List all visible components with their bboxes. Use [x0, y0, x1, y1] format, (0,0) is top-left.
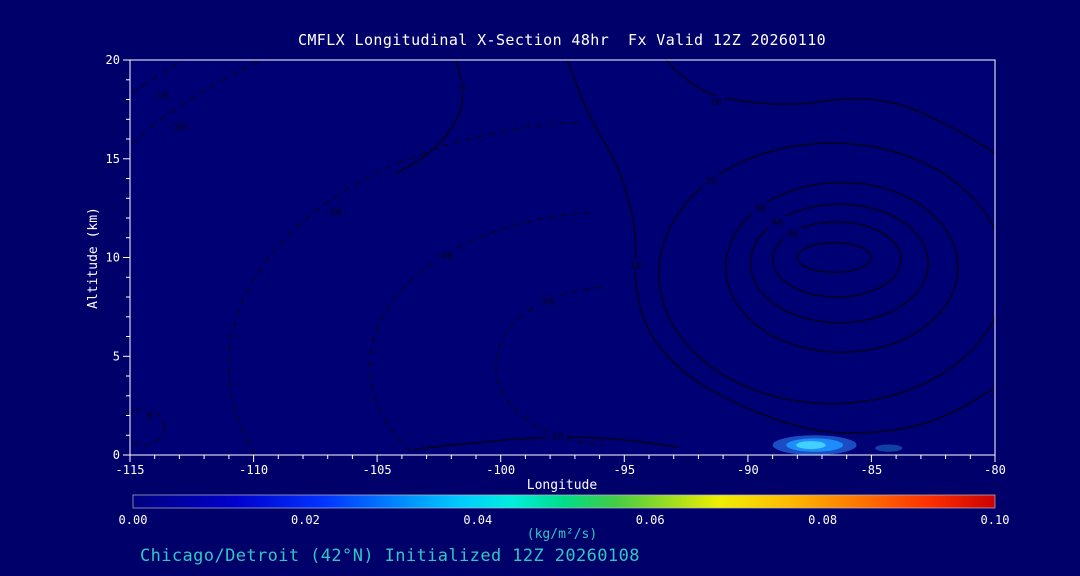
- x-tick-label--90: -90: [737, 463, 759, 477]
- flux-maximum-shading-2: [796, 441, 826, 450]
- colorbar-tick-label-0.04: 0.04: [463, 513, 492, 527]
- contour-label-30-11: 30: [754, 204, 766, 215]
- contour-label-0-6: 0: [459, 83, 465, 94]
- contour-line-30-11: [724, 181, 959, 354]
- contour-label-gap-8: [706, 95, 726, 108]
- contour-label--20-1: -20: [168, 123, 186, 134]
- contour-label-gap-5: [143, 409, 156, 422]
- shaded-flux-maxima-layer: [772, 435, 903, 455]
- contour-label--50-4: -50: [536, 297, 554, 308]
- flux-maximum-shading-3: [875, 444, 903, 452]
- contour-label-40-12: 40: [771, 217, 783, 228]
- contour-lines-layer: [130, 60, 995, 455]
- contour-line-40-12: [749, 203, 930, 324]
- contour-label-10-7: 10: [629, 261, 641, 272]
- contour-label-gap-0: [147, 89, 173, 102]
- initialization-footer: Chicago/Detroit (42°N) Initialized 12Z 2…: [140, 546, 640, 566]
- contour-label-gap-7: [626, 259, 645, 272]
- x-tick-label--85: -85: [861, 463, 883, 477]
- contour-label-gap-2: [320, 206, 346, 219]
- x-tick-label--100: -100: [486, 463, 515, 477]
- contour-label-gap-6: [456, 81, 469, 94]
- colorbar-tick-label-0.00: 0.00: [119, 513, 148, 527]
- y-tick-label-10: 10: [106, 251, 120, 265]
- contour-line-10-7: [566, 60, 995, 434]
- contour-line-10-8: [665, 60, 995, 154]
- contour-label-0-5: 0: [147, 411, 153, 422]
- y-axis-label: Altitude (km): [86, 207, 101, 309]
- contour-label-10-9: 10: [552, 432, 564, 443]
- x-tick-label--110: -110: [239, 463, 268, 477]
- contour-label--30-2: -30: [324, 208, 342, 219]
- colorbar-tick-label-0.08: 0.08: [808, 513, 837, 527]
- contour-label-10-8: 10: [710, 97, 722, 108]
- contour-label-gap-9: [548, 430, 567, 443]
- colorbar-tick-label-0.10: 0.10: [981, 513, 1010, 527]
- contour-label-gap-4: [532, 295, 558, 307]
- x-tick-label--105: -105: [363, 463, 392, 477]
- contour-label-20-10: 20: [705, 176, 717, 187]
- contour-label-gap-3: [431, 249, 457, 262]
- x-axis-label: Longitude: [527, 478, 598, 493]
- contour-label-gap-13: [782, 227, 802, 240]
- colorbar-bar: [132, 494, 996, 509]
- colorbar-units-label: (kg/m²/s): [527, 527, 597, 542]
- y-tick-label-5: 5: [113, 349, 120, 363]
- contour-line--50-4: [495, 286, 604, 446]
- chart-title: CMFLX Longitudinal X-Section 48hr Fx Val…: [298, 31, 826, 49]
- contour-line-60-14: [796, 241, 873, 274]
- contour-line-50-13: [771, 221, 902, 298]
- contour-label-gap-11: [750, 202, 770, 215]
- contour-label-gap-12: [768, 215, 787, 228]
- plot-background: [130, 60, 995, 455]
- y-tick-label-0: 0: [113, 448, 120, 462]
- contour-label-gap-1: [164, 121, 190, 134]
- colorbar-tick-label-0.02: 0.02: [291, 513, 320, 527]
- contour-line--30-2: [228, 121, 579, 455]
- y-tick-label-20: 20: [106, 53, 120, 67]
- contour-label-gap-10: [701, 174, 721, 187]
- y-tick-label-15: 15: [106, 152, 120, 166]
- x-tick-label--80: -80: [984, 463, 1006, 477]
- x-tick-label--115: -115: [116, 463, 145, 477]
- colorbar: 0.00 0.02 0.04 0.06 0.08 0.10: [119, 494, 1010, 527]
- colorbar-tick-label-0.06: 0.06: [636, 513, 665, 527]
- x-tick-label--95: -95: [613, 463, 635, 477]
- contour-line-20-10: [658, 142, 995, 405]
- contour-label--40-3: -40: [435, 251, 453, 262]
- contour-label--10-0: -10: [151, 91, 169, 102]
- contour-label-50-13: 50: [786, 229, 798, 240]
